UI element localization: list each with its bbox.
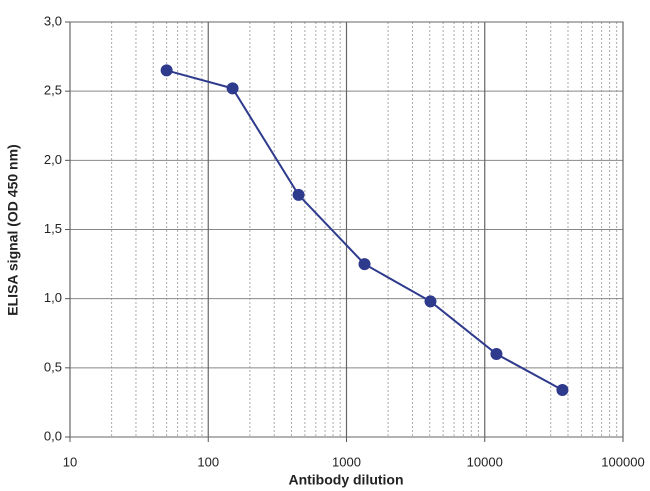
y-tick-label: 2,0	[44, 152, 62, 167]
x-tick-label: 1000	[332, 454, 361, 469]
data-point	[556, 383, 569, 396]
data-point	[424, 295, 437, 308]
y-tick-label: 1,0	[44, 290, 62, 305]
x-tick-label: 10000	[467, 454, 503, 469]
x-tick-label: 100000	[601, 454, 644, 469]
y-tick-label: 3,0	[44, 13, 62, 28]
y-tick-label: 2,5	[44, 83, 62, 98]
y-tick-label: 0,0	[44, 428, 62, 443]
data-point	[358, 258, 371, 271]
plot-border	[69, 21, 624, 438]
data-point	[226, 82, 239, 95]
y-axis-label: ELISA signal (OD 450 nm)	[5, 144, 21, 315]
x-tick-label: 100	[197, 454, 219, 469]
y-tick-label: 1,5	[44, 221, 62, 236]
x-axis-label: Antibody dilution	[288, 472, 403, 488]
y-tick-label: 0,5	[44, 359, 62, 374]
data-point	[490, 348, 503, 360]
x-tick-label: 10	[63, 454, 77, 469]
data-point	[292, 188, 305, 201]
data-point	[160, 64, 173, 77]
